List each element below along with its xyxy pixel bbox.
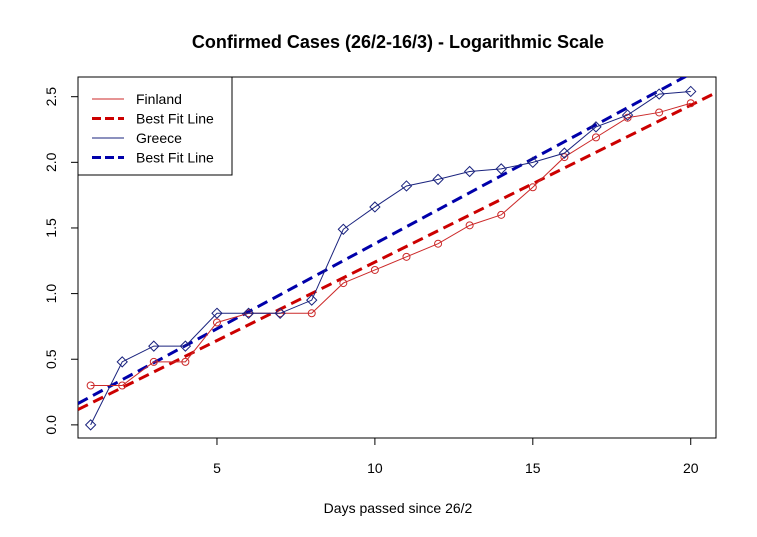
data-point-finland [465,221,474,230]
data-point-finland [623,113,632,122]
plot-area [78,77,716,431]
y-tick-label: 0.0 [43,415,59,435]
data-point-finland [181,357,190,366]
x-tick-label: 15 [525,460,541,476]
y-tick-label: 2.0 [43,152,59,172]
legend-label: Best Fit Line [136,111,214,127]
data-point-finland [686,99,695,108]
legend: Finland Best Fit Line Greece Best Fit Line [77,76,233,176]
data-point-finland [370,265,379,274]
data-point-finland [497,210,506,219]
data-point-greece [179,340,192,352]
data-point-greece [463,165,476,178]
data-point-greece [432,173,444,186]
data-point-greece [653,88,665,100]
series-line-greece [90,90,691,426]
y-axis: 0.0 0.5 1.0 1.5 2.0 2.5 [43,87,78,435]
data-point-finland [118,381,127,390]
data-point-finland [434,239,443,248]
data-point-greece [400,180,413,192]
y-tick-label: 1.0 [43,284,59,304]
data-point-greece [590,121,602,133]
data-point-finland [528,183,537,192]
x-axis: 5 10 15 20 [213,438,699,476]
data-point-finland [591,133,600,142]
data-point-greece [84,419,97,431]
data-point-greece [116,356,128,368]
legend-label: Greece [136,130,182,146]
y-tick-label: 2.5 [43,87,59,107]
y-tick-label: 0.5 [43,349,59,369]
data-point-greece [495,163,507,175]
data-point-finland [402,252,411,261]
data-point-finland [86,381,95,390]
data-point-greece [558,147,571,159]
legend-label: Finland [136,91,182,107]
y-tick-label: 1.5 [43,218,59,238]
data-point-greece [337,223,350,235]
data-point-greece [306,294,318,306]
data-point-greece [148,340,160,352]
data-point-greece [274,307,286,319]
data-point-finland [307,309,316,318]
data-point-finland [655,108,664,117]
data-point-greece [211,307,223,319]
series-line-finland [90,102,691,386]
data-point-finland [149,357,158,366]
data-point-greece [621,109,634,121]
data-point-greece [369,201,381,213]
data-point-finland [339,279,348,288]
chart-title: Confirmed Cases (26/2-16/3) - Logarithmi… [192,32,604,52]
data-point-greece [242,307,255,319]
data-point-greece [685,85,697,98]
legend-label: Best Fit Line [136,150,214,166]
x-tick-label: 20 [683,460,699,476]
plot-frame [77,76,717,439]
x-tick-label: 10 [367,460,383,476]
legend-box [77,76,233,176]
data-point-greece [527,156,539,169]
x-axis-label: Days passed since 26/2 [324,500,473,516]
x-tick-label: 5 [213,460,221,476]
